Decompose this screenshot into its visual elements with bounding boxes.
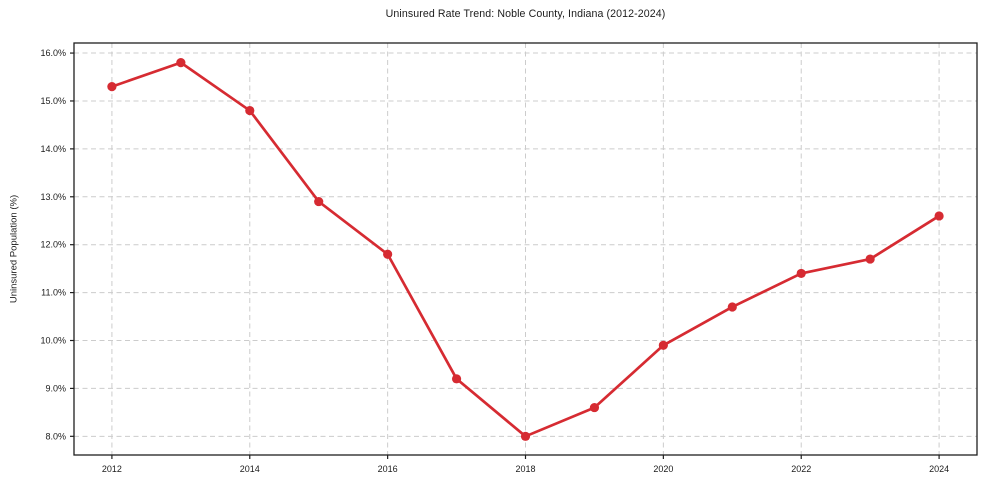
data-point-2023 [865,254,875,264]
x-tick-label: 2012 [102,464,122,474]
data-point-2017 [451,374,462,384]
x-tick-label: 2016 [378,464,398,474]
data-point-2018 [520,431,531,441]
data-point-2022 [796,268,806,279]
y-tick-label: 15.0% [40,96,66,106]
data-point-2024 [934,211,944,221]
chart-title: Uninsured Rate Trend: Noble County, Indi… [385,8,666,20]
y-tick-label: 12.0% [40,240,66,250]
y-tick-label: 13.0% [40,192,66,202]
y-tick-label: 10.0% [40,336,66,346]
data-point-2020 [658,340,668,350]
y-tick-label: 11.0% [41,288,66,298]
x-tick-label: 2022 [791,464,811,474]
y-tick-label: 14.0% [40,144,66,154]
x-tick-label: 2020 [653,464,673,474]
data-point-2019 [589,402,600,413]
data-point-2021 [727,302,737,312]
data-point-2014 [245,105,255,116]
x-tick-label: 2024 [929,464,949,474]
plot-border [73,42,978,456]
y-tick-label: 8.0% [45,431,66,441]
data-point-2015 [314,196,324,207]
data-point-2016 [383,249,393,259]
x-tick-label: 2018 [515,464,535,474]
x-tick-label: 2014 [240,464,260,474]
y-tick-label: 16.0% [40,48,66,58]
y-tick-label: 9.0% [45,383,66,393]
data-point-2013 [176,58,186,68]
data-point-2012 [107,81,117,92]
